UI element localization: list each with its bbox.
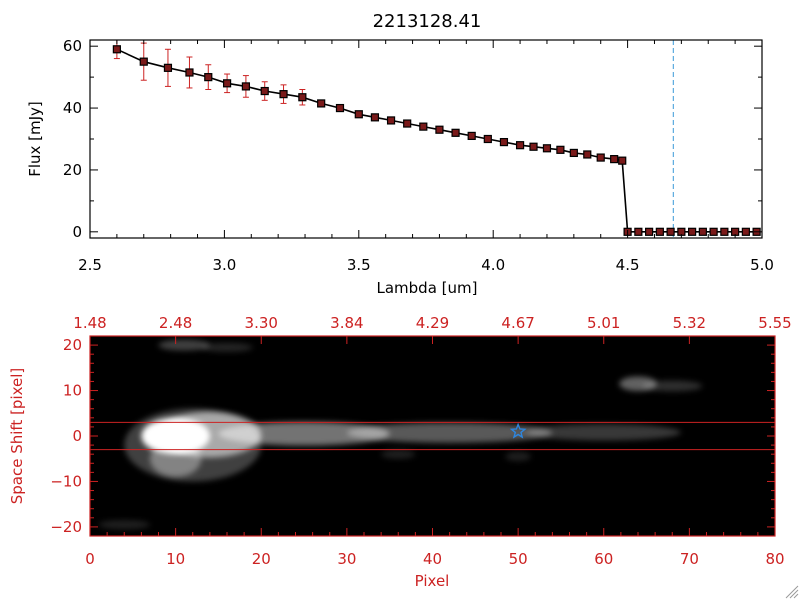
x-tick-label: 4.5 <box>616 256 640 274</box>
x-tick-label: 40 <box>423 550 442 568</box>
image-blob <box>98 520 150 530</box>
x-tick-label: 4.0 <box>481 256 505 274</box>
flux-point <box>163 63 173 72</box>
image-blob <box>124 408 262 482</box>
x-tick-label: 30 <box>337 550 356 568</box>
flux-point <box>419 122 428 131</box>
x-tick-label: 60 <box>594 550 613 568</box>
flux-point <box>112 45 121 54</box>
flux-point <box>435 125 444 134</box>
flux-point <box>583 150 592 159</box>
resize-grip[interactable] <box>785 585 799 599</box>
image-blob <box>642 380 703 392</box>
x-tick-label: 5.0 <box>750 256 774 274</box>
flux-point <box>241 82 251 91</box>
flux-point <box>185 68 194 77</box>
top-tick-label: 2.48 <box>159 314 192 332</box>
y-tick-label: 20 <box>63 161 82 179</box>
x-tick-label: 50 <box>509 550 528 568</box>
flux-point <box>666 227 675 236</box>
flux-point <box>298 93 307 102</box>
y-tick-label: 0 <box>72 427 82 445</box>
image-blob <box>201 342 253 352</box>
flux-point <box>335 103 345 113</box>
flux-point <box>618 156 627 165</box>
flux-point <box>610 155 619 164</box>
y-tick-label: 0 <box>72 223 82 241</box>
flux-point <box>279 90 288 99</box>
x-tick-label: 70 <box>680 550 699 568</box>
x-tick-label: 3.0 <box>212 256 236 274</box>
x-tick-label: 3.5 <box>347 256 371 274</box>
flux-point <box>222 79 232 88</box>
top-tick-label: 3.84 <box>330 314 363 332</box>
flux-point <box>698 227 707 236</box>
top-tick-label: 4.29 <box>416 314 449 332</box>
image-blob <box>381 449 416 459</box>
y-tick-label: 40 <box>63 99 82 117</box>
image-blob <box>346 422 553 443</box>
top-tick-label: 5.32 <box>673 314 706 332</box>
flux-point <box>139 57 148 66</box>
image-blob <box>158 339 210 351</box>
spectrum-data <box>112 39 762 238</box>
flux-point <box>483 134 492 144</box>
flux-point <box>370 113 380 122</box>
flux-point <box>499 137 509 147</box>
y-tick-label: −10 <box>50 472 82 490</box>
top-tick-label: 3.30 <box>245 314 278 332</box>
x-tick-label: 20 <box>252 550 271 568</box>
flux-point <box>688 227 697 236</box>
spectrum-ylabel: Flux [mJy] <box>26 101 44 177</box>
spectral-image-plot: 0 10 20 30 40 50 60 70 80 1.48 2.48 3.30 3.84 4.29 4.6… <box>8 314 792 590</box>
source-star-icon <box>509 422 527 439</box>
flux-point <box>467 131 476 141</box>
x-tick-label: 0 <box>85 550 95 568</box>
spectrum-plot: 2213128.41 2.5 3.0 3.5 4.0 4.5 5.0 0 20 40 60 Lam… <box>26 11 774 297</box>
flux-point <box>556 145 565 154</box>
flux-point <box>542 144 552 153</box>
flux-point <box>634 227 643 236</box>
top-tick-label: 5.01 <box>587 314 620 332</box>
flux-point <box>655 227 664 236</box>
x-tick-label: 80 <box>765 550 784 568</box>
spectrum-axes: 2.5 3.0 3.5 4.0 4.5 5.0 0 20 40 60 <box>63 37 774 274</box>
flux-point <box>317 99 326 108</box>
flux-point <box>515 141 525 150</box>
y-tick-label: 20 <box>63 336 82 354</box>
y-tick-label: 60 <box>63 37 82 55</box>
x-tick-label: 2.5 <box>78 256 102 274</box>
top-tick-label: 5.55 <box>758 314 791 332</box>
plot-title: 2213128.41 <box>373 11 482 32</box>
image-xlabel: Pixel <box>415 572 450 590</box>
flux-point <box>204 73 213 82</box>
flux-point <box>596 153 605 162</box>
flux-point <box>741 227 750 236</box>
image-blob <box>505 451 531 462</box>
flux-point <box>709 227 718 236</box>
flux-point <box>260 86 269 96</box>
top-tick-label: 1.48 <box>73 314 106 332</box>
x-tick-label: 10 <box>166 550 185 568</box>
flux-point <box>569 148 578 158</box>
y-tick-label: −20 <box>50 518 82 536</box>
flux-point <box>354 110 363 119</box>
image-blob <box>218 421 390 446</box>
flux-point <box>386 116 396 125</box>
flux-point <box>529 142 538 151</box>
flux-point <box>403 119 412 128</box>
flux-series-line <box>116 48 757 233</box>
top-tick-label: 4.67 <box>501 314 534 332</box>
flux-point <box>645 227 654 236</box>
y-tick-label: 10 <box>63 382 82 400</box>
spectrum-xlabel: Lambda [um] <box>377 279 478 297</box>
spectral-image-axes: 0 10 20 30 40 50 60 70 80 1.48 2.48 3.30 3.84 4.29 4.6… <box>50 314 791 568</box>
flux-point <box>451 128 460 137</box>
flux-point <box>720 227 729 236</box>
image-blob <box>526 424 681 441</box>
image-ylabel: Space Shift [pixel] <box>8 368 26 505</box>
spectral-image-overlay <box>90 421 775 451</box>
